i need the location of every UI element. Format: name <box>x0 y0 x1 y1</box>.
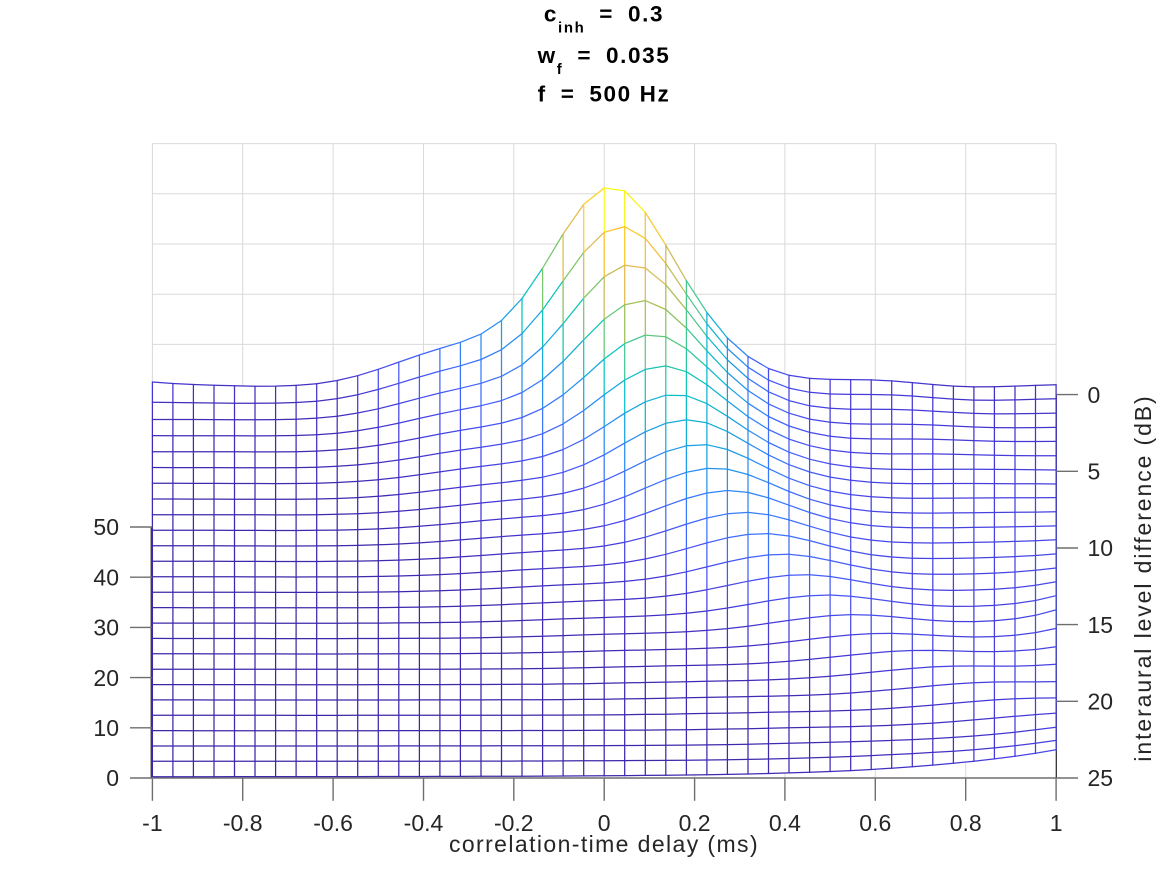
svg-text:10: 10 <box>1088 535 1114 561</box>
svg-text:0.2: 0.2 <box>679 810 711 836</box>
svg-text:0.4: 0.4 <box>769 810 801 836</box>
svg-text:10: 10 <box>93 715 119 741</box>
svg-text:0: 0 <box>1088 382 1101 408</box>
svg-text:50: 50 <box>93 514 119 540</box>
svg-text:interaural level difference (d: interaural level difference (dB) <box>1130 394 1156 761</box>
svg-text:-0.6: -0.6 <box>313 810 353 836</box>
svg-text:0.6: 0.6 <box>859 810 891 836</box>
svg-text:-1: -1 <box>142 810 162 836</box>
svg-text:0: 0 <box>106 765 119 791</box>
svg-text:15: 15 <box>1088 612 1114 638</box>
svg-text:correlation-time delay (ms): correlation-time delay (ms) <box>449 831 759 857</box>
svg-text:-0.8: -0.8 <box>223 810 263 836</box>
svg-text:-0.4: -0.4 <box>404 810 444 836</box>
svg-text:30: 30 <box>93 615 119 641</box>
svg-text:40: 40 <box>93 564 119 590</box>
svg-text:f = 500 Hz: f = 500 Hz <box>538 82 671 107</box>
svg-text:1: 1 <box>1050 810 1063 836</box>
svg-text:-0.2: -0.2 <box>494 810 534 836</box>
svg-text:0: 0 <box>598 810 611 836</box>
svg-text:0.8: 0.8 <box>950 810 982 836</box>
svg-text:20: 20 <box>1088 689 1114 715</box>
svg-text:5: 5 <box>1088 459 1101 485</box>
svg-text:25: 25 <box>1088 765 1114 791</box>
svg-text:20: 20 <box>93 665 119 691</box>
